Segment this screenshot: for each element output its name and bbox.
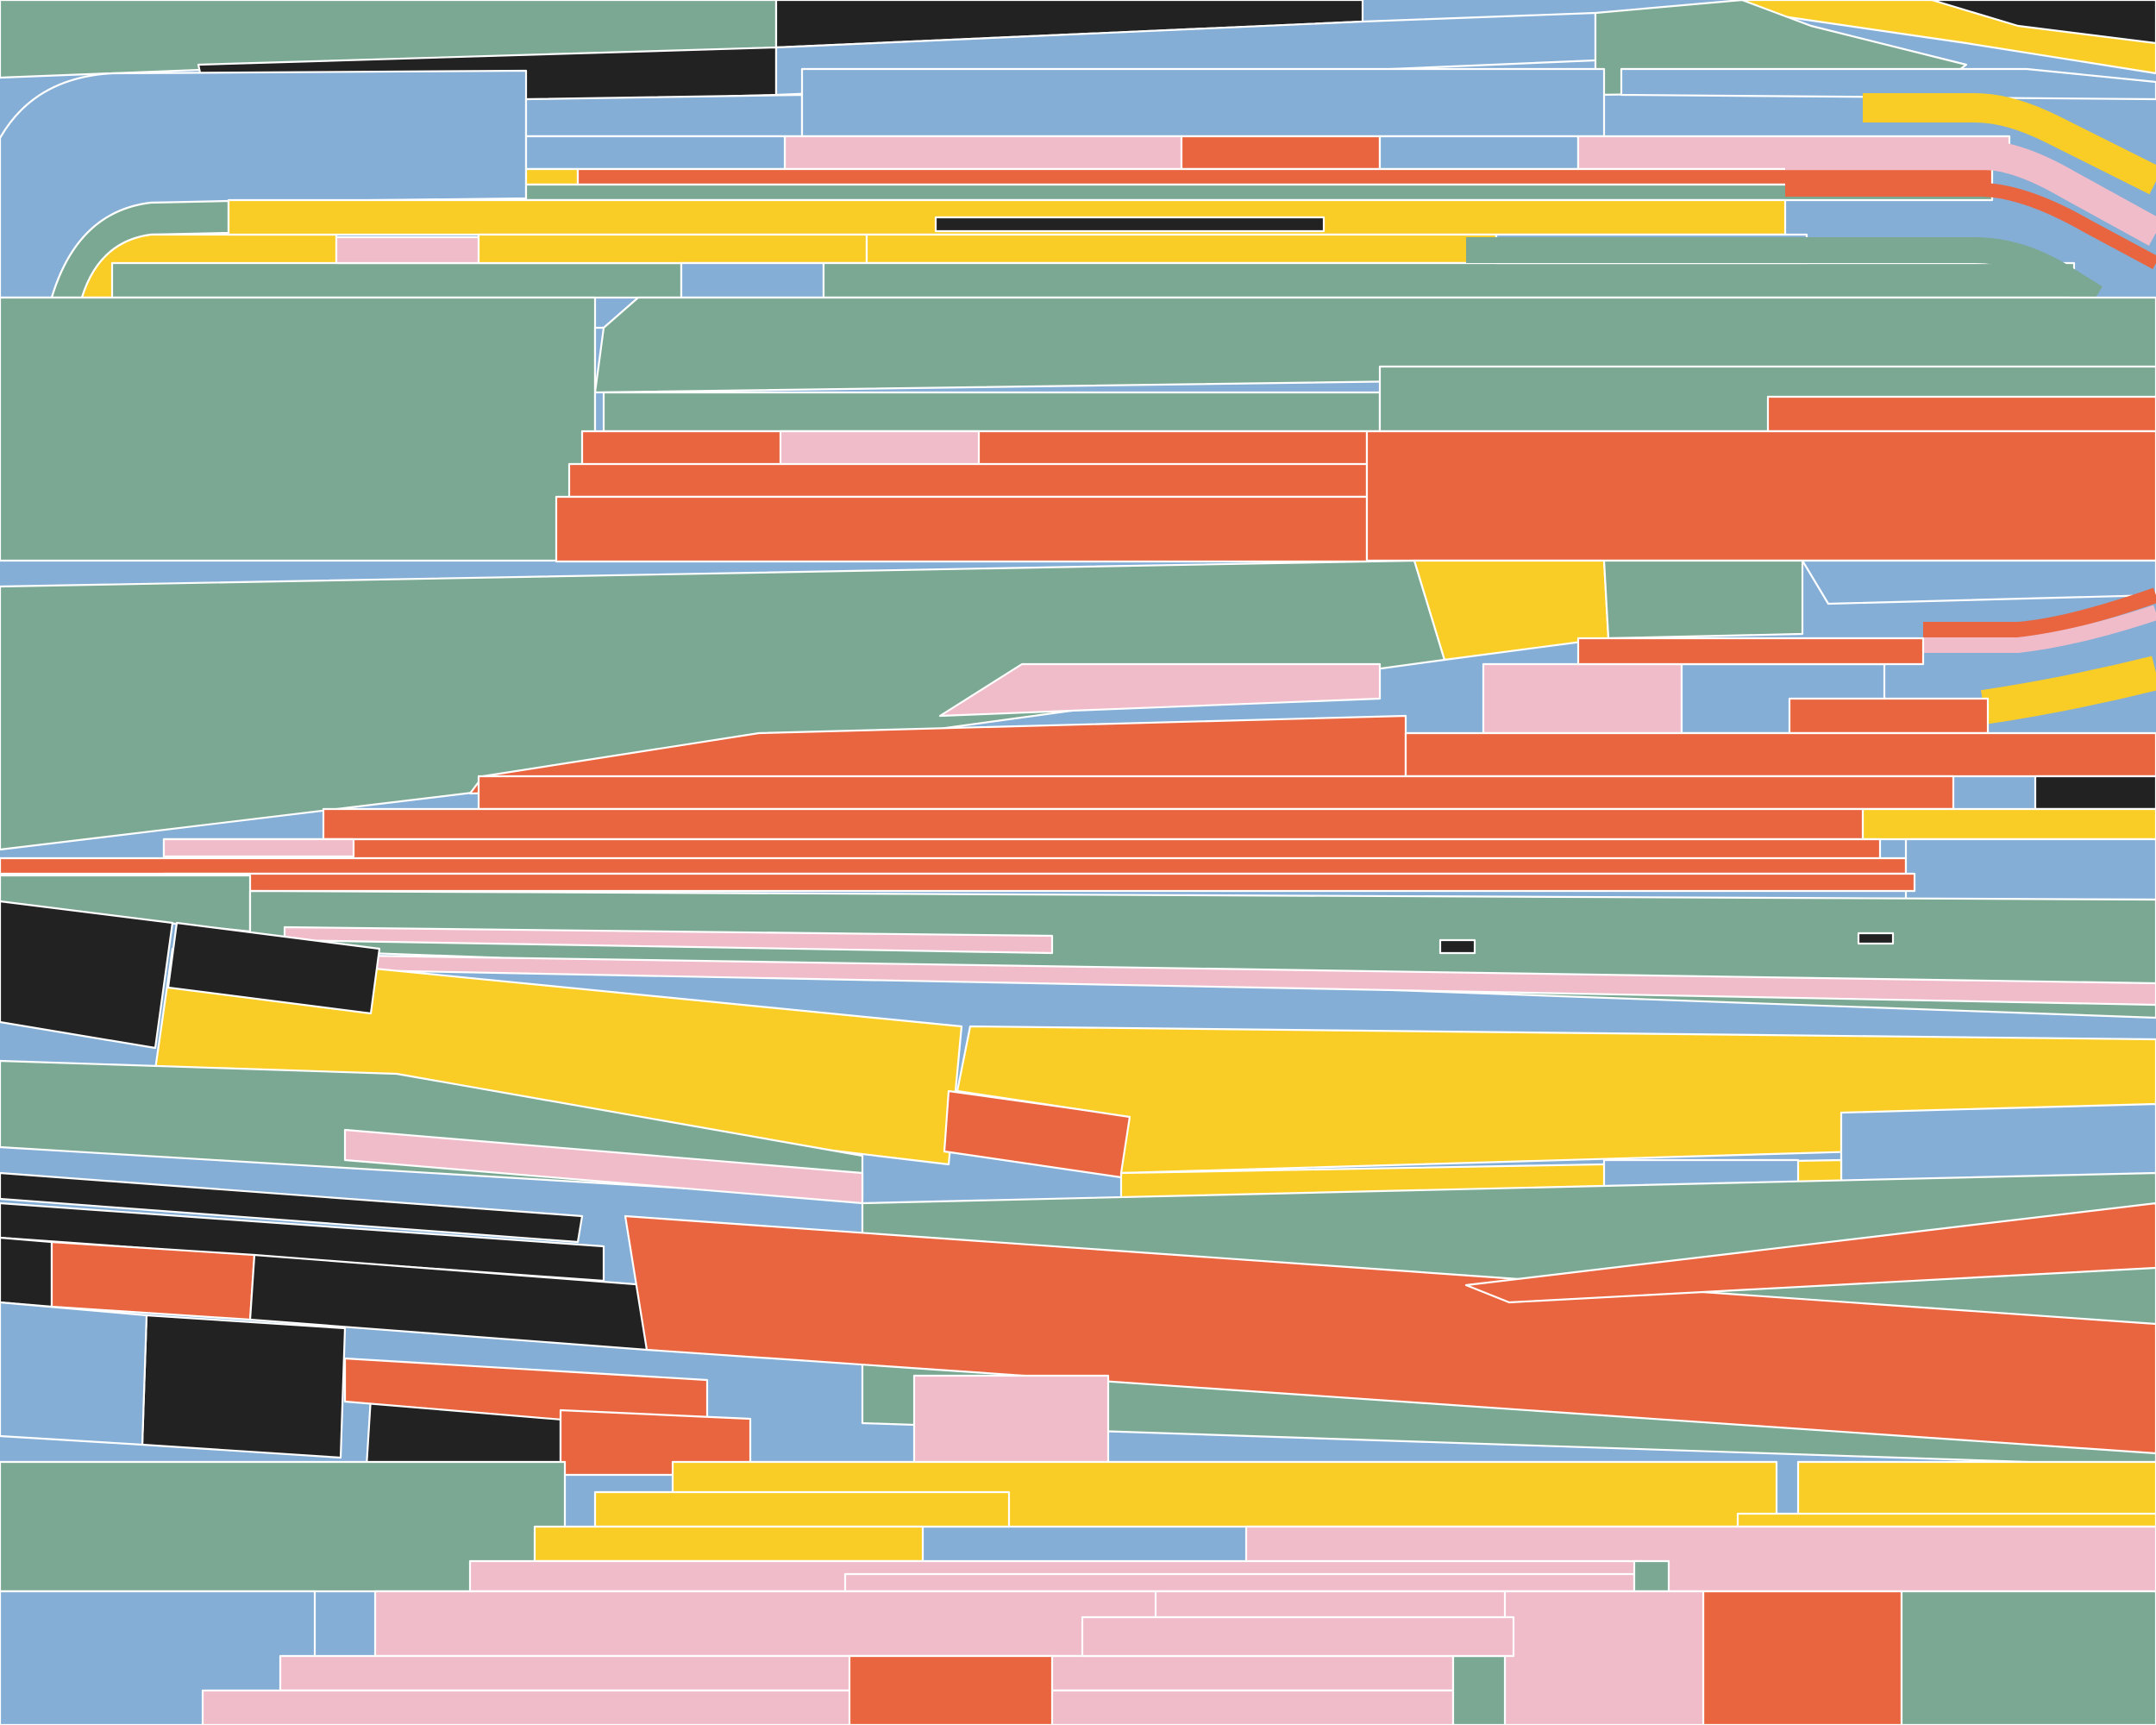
tile xyxy=(0,296,597,562)
tile xyxy=(1503,1590,1705,1725)
tile xyxy=(779,430,981,467)
tile xyxy=(934,216,1326,233)
upper-stacks xyxy=(0,296,2156,563)
tile xyxy=(1788,697,1990,735)
tile xyxy=(0,900,174,1050)
tile xyxy=(1365,430,2156,562)
tile xyxy=(1702,1590,1903,1725)
tile xyxy=(0,1301,148,1446)
large-red-band xyxy=(624,1171,2156,1468)
tile xyxy=(602,391,1382,433)
tile xyxy=(166,921,381,1015)
curved-lane xyxy=(1785,183,2156,270)
tile xyxy=(865,233,1498,265)
tile xyxy=(524,183,1994,202)
curved-lane xyxy=(1863,93,2156,195)
tile xyxy=(783,135,1183,171)
tile xyxy=(162,872,1916,893)
tile xyxy=(0,1201,605,1283)
tile xyxy=(1404,731,2156,778)
tile xyxy=(912,1374,1110,1468)
curved-lane xyxy=(1466,237,2103,309)
tile xyxy=(373,1590,1166,1658)
tile xyxy=(1766,395,2156,433)
tile xyxy=(1857,932,1895,945)
tile xyxy=(477,775,1955,811)
tile xyxy=(1736,1512,2156,1528)
tile xyxy=(0,1171,584,1244)
tile xyxy=(576,167,1994,186)
tile xyxy=(1930,0,2156,45)
tile xyxy=(50,1240,256,1321)
tile xyxy=(335,235,480,265)
top-region xyxy=(0,0,2156,309)
tile xyxy=(533,1525,924,1563)
tile xyxy=(1602,559,1804,640)
tile xyxy=(1861,807,2156,841)
curved-lane xyxy=(1923,587,2156,637)
tile xyxy=(110,261,683,299)
tile xyxy=(162,837,355,858)
tile xyxy=(141,1314,347,1459)
bottom-pink-stack xyxy=(0,1559,2156,1725)
tile xyxy=(822,261,2076,299)
tile xyxy=(1451,1654,1507,1725)
tile xyxy=(0,559,1446,851)
tile xyxy=(555,495,1369,563)
tile xyxy=(800,67,1606,138)
tile xyxy=(524,93,804,138)
tile xyxy=(322,807,1865,841)
tile xyxy=(1576,637,1925,666)
tile xyxy=(1904,837,2156,901)
tile xyxy=(567,462,1369,499)
bottom-yellow-stack xyxy=(0,1460,2156,1593)
tile xyxy=(477,233,868,265)
middle-red-stack xyxy=(0,637,2156,901)
tile xyxy=(843,1572,1636,1593)
tile xyxy=(1900,1590,2156,1725)
curved-lane xyxy=(1828,605,2156,653)
tile xyxy=(1801,559,2156,605)
tile xyxy=(848,1654,1054,1725)
tile xyxy=(593,1490,1011,1528)
tile xyxy=(938,662,1382,718)
tile xyxy=(1180,135,1382,171)
middle-green-stripes xyxy=(0,874,2156,1019)
tile xyxy=(524,135,787,171)
tile xyxy=(524,167,580,186)
tile xyxy=(1464,1201,2156,1304)
tile xyxy=(1482,662,1683,735)
tile xyxy=(2034,775,2156,811)
curved-lane xyxy=(1981,656,2156,724)
tile xyxy=(201,1689,1455,1725)
tile xyxy=(1378,135,1580,171)
tile xyxy=(1081,1615,1515,1658)
tile xyxy=(1438,938,1476,955)
middle-green-slab xyxy=(0,559,2156,851)
lower-black-tiles xyxy=(0,900,752,1477)
tile xyxy=(0,856,1908,875)
tile xyxy=(680,261,825,299)
curved-lane xyxy=(1785,141,2156,246)
tile xyxy=(1620,67,2156,101)
tile xyxy=(1633,1559,1670,1593)
tile xyxy=(0,1236,53,1308)
